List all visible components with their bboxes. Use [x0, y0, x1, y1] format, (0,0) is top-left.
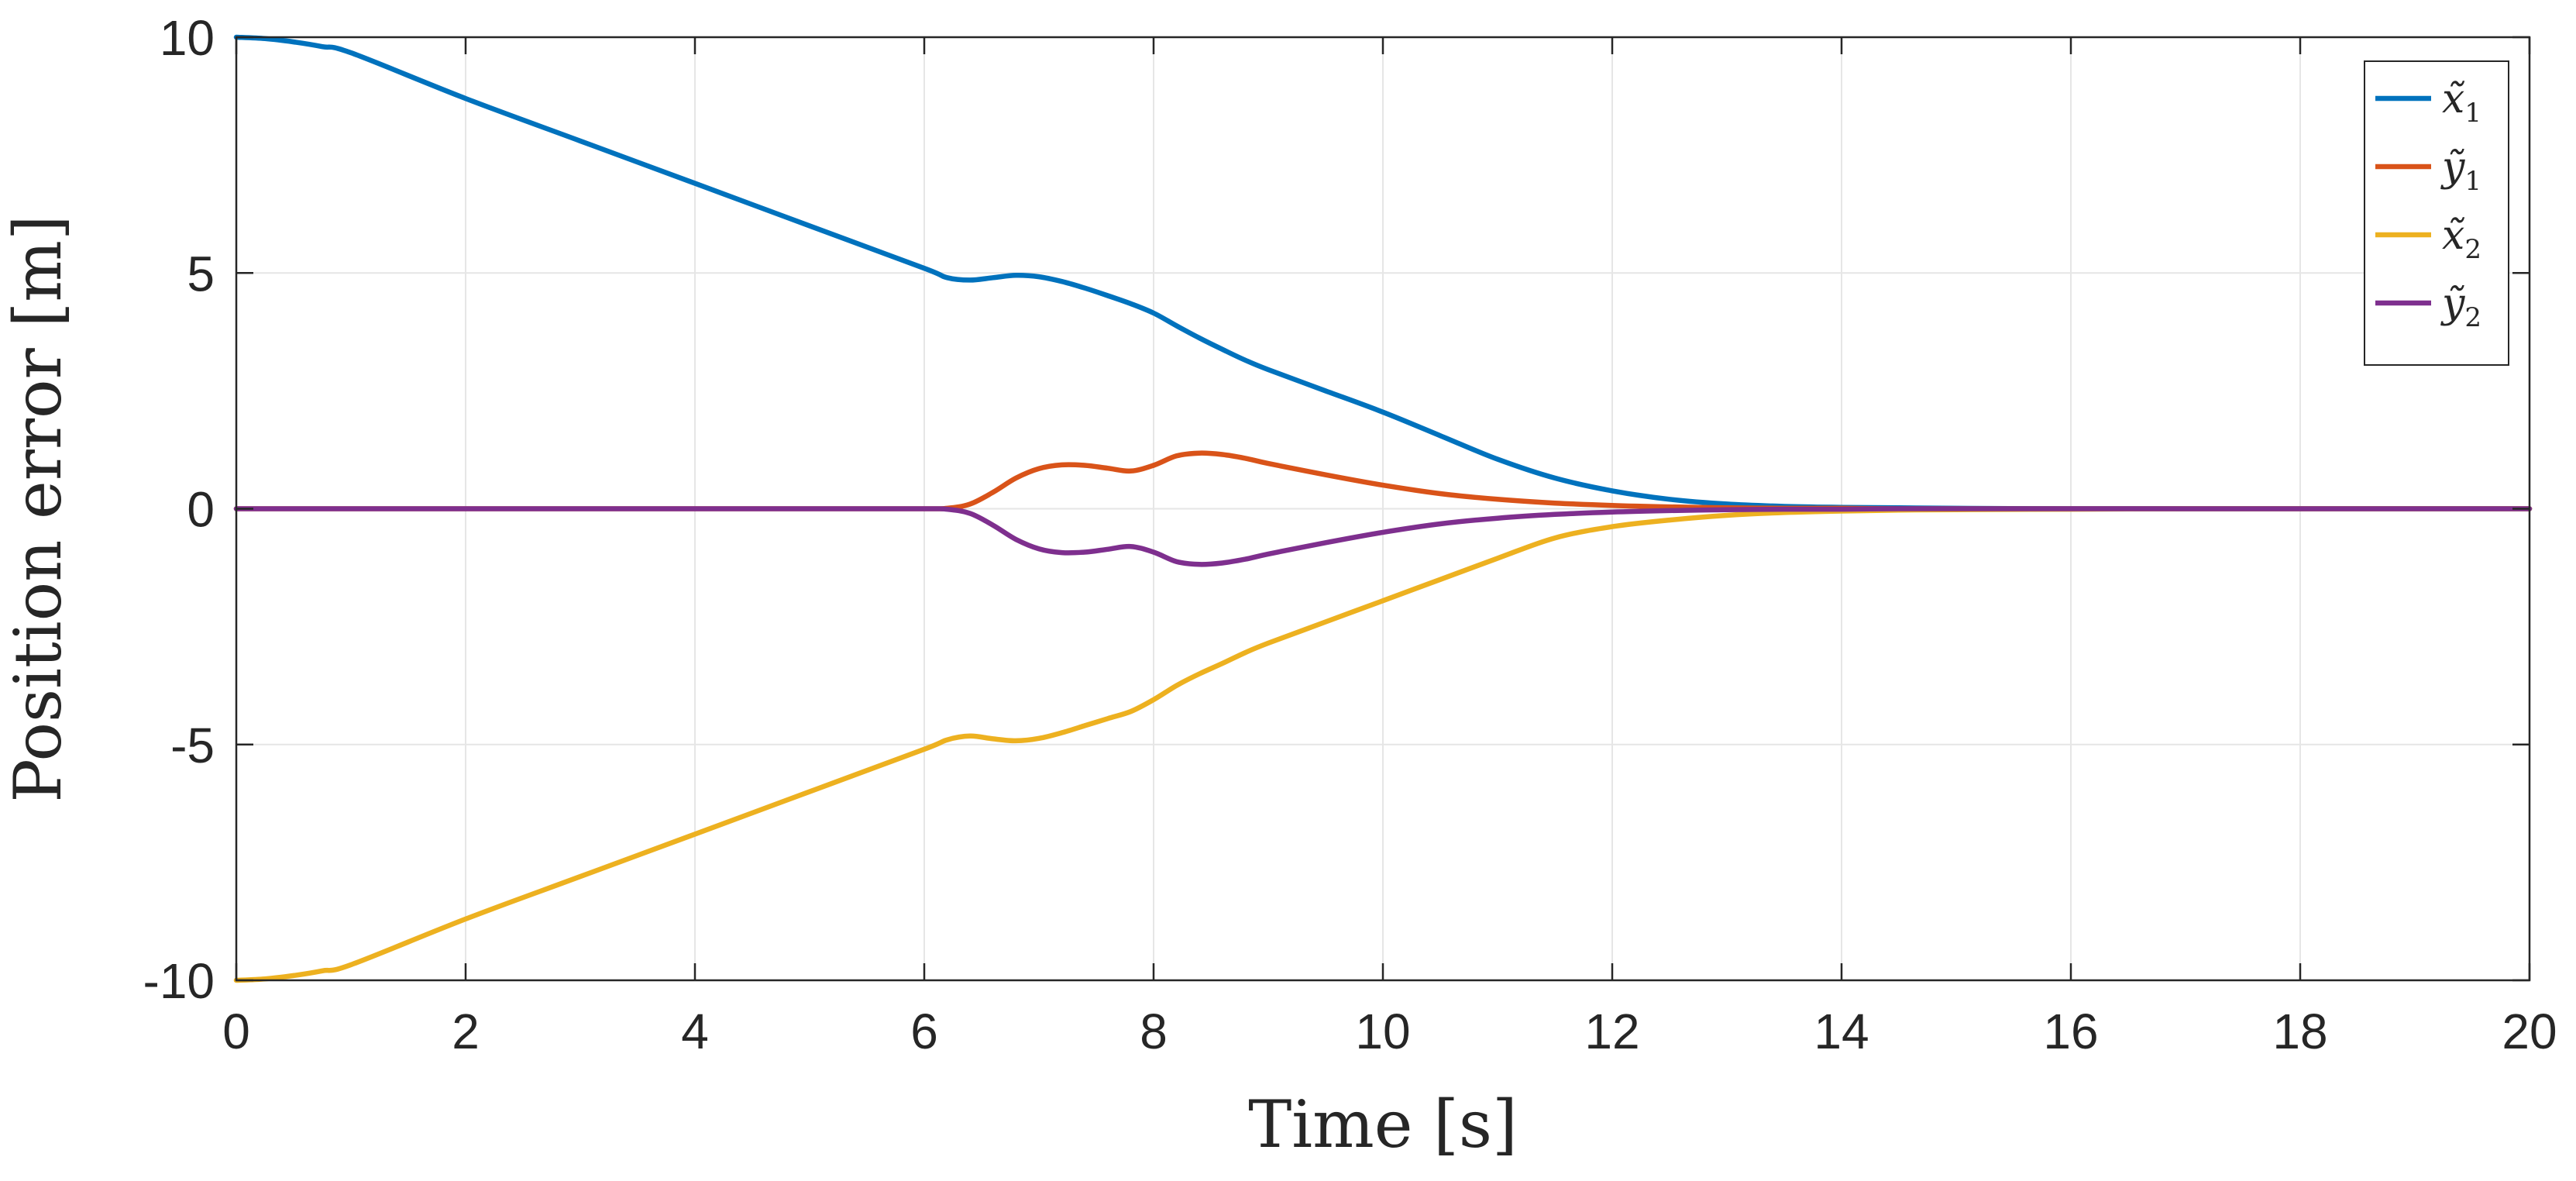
legend-subscript-4: 2	[2464, 302, 2481, 333]
x-tick-label: 12	[1584, 1004, 1639, 1059]
series-line-4	[233, 506, 2533, 567]
y-tick-label: -10	[143, 953, 215, 1009]
y-tick-label: -5	[170, 718, 215, 773]
legend-box	[2364, 60, 2509, 366]
y-tick-label: 5	[187, 246, 215, 301]
legend-subscript-1: 1	[2464, 98, 2481, 129]
x-tick-label: 0	[222, 1004, 250, 1059]
x-tick-label: 4	[681, 1004, 709, 1059]
x-tick-label: 16	[2043, 1004, 2098, 1059]
data-series	[233, 34, 2533, 983]
x-tick-label: 8	[1140, 1004, 1168, 1059]
y-tick-label: 0	[187, 482, 215, 538]
x-tick-labels: 0 2 4 6 8 10 12 14 16 18 20	[222, 1004, 2557, 1059]
x-tick-label: 6	[910, 1004, 938, 1059]
legend-subscript-3: 2	[2464, 234, 2481, 265]
axis-ticks	[235, 36, 2531, 982]
x-tick-label: 14	[1814, 1004, 1869, 1059]
y-tick-label: 10	[160, 10, 215, 66]
legend-label-1: x̃1	[2442, 76, 2481, 129]
x-axis-label: Time [s]	[1248, 1086, 1518, 1162]
x-tick-label: 10	[1355, 1004, 1410, 1059]
y-tick-labels: -10 -5 0 5 10	[143, 10, 215, 1009]
x-tick-label: 20	[2502, 1004, 2557, 1059]
x-tick-label: 2	[452, 1004, 480, 1059]
x-tick-label: 18	[2272, 1004, 2327, 1059]
legend-subscript-2: 1	[2464, 166, 2481, 197]
y-axis-label: Position error [m]	[0, 215, 76, 802]
